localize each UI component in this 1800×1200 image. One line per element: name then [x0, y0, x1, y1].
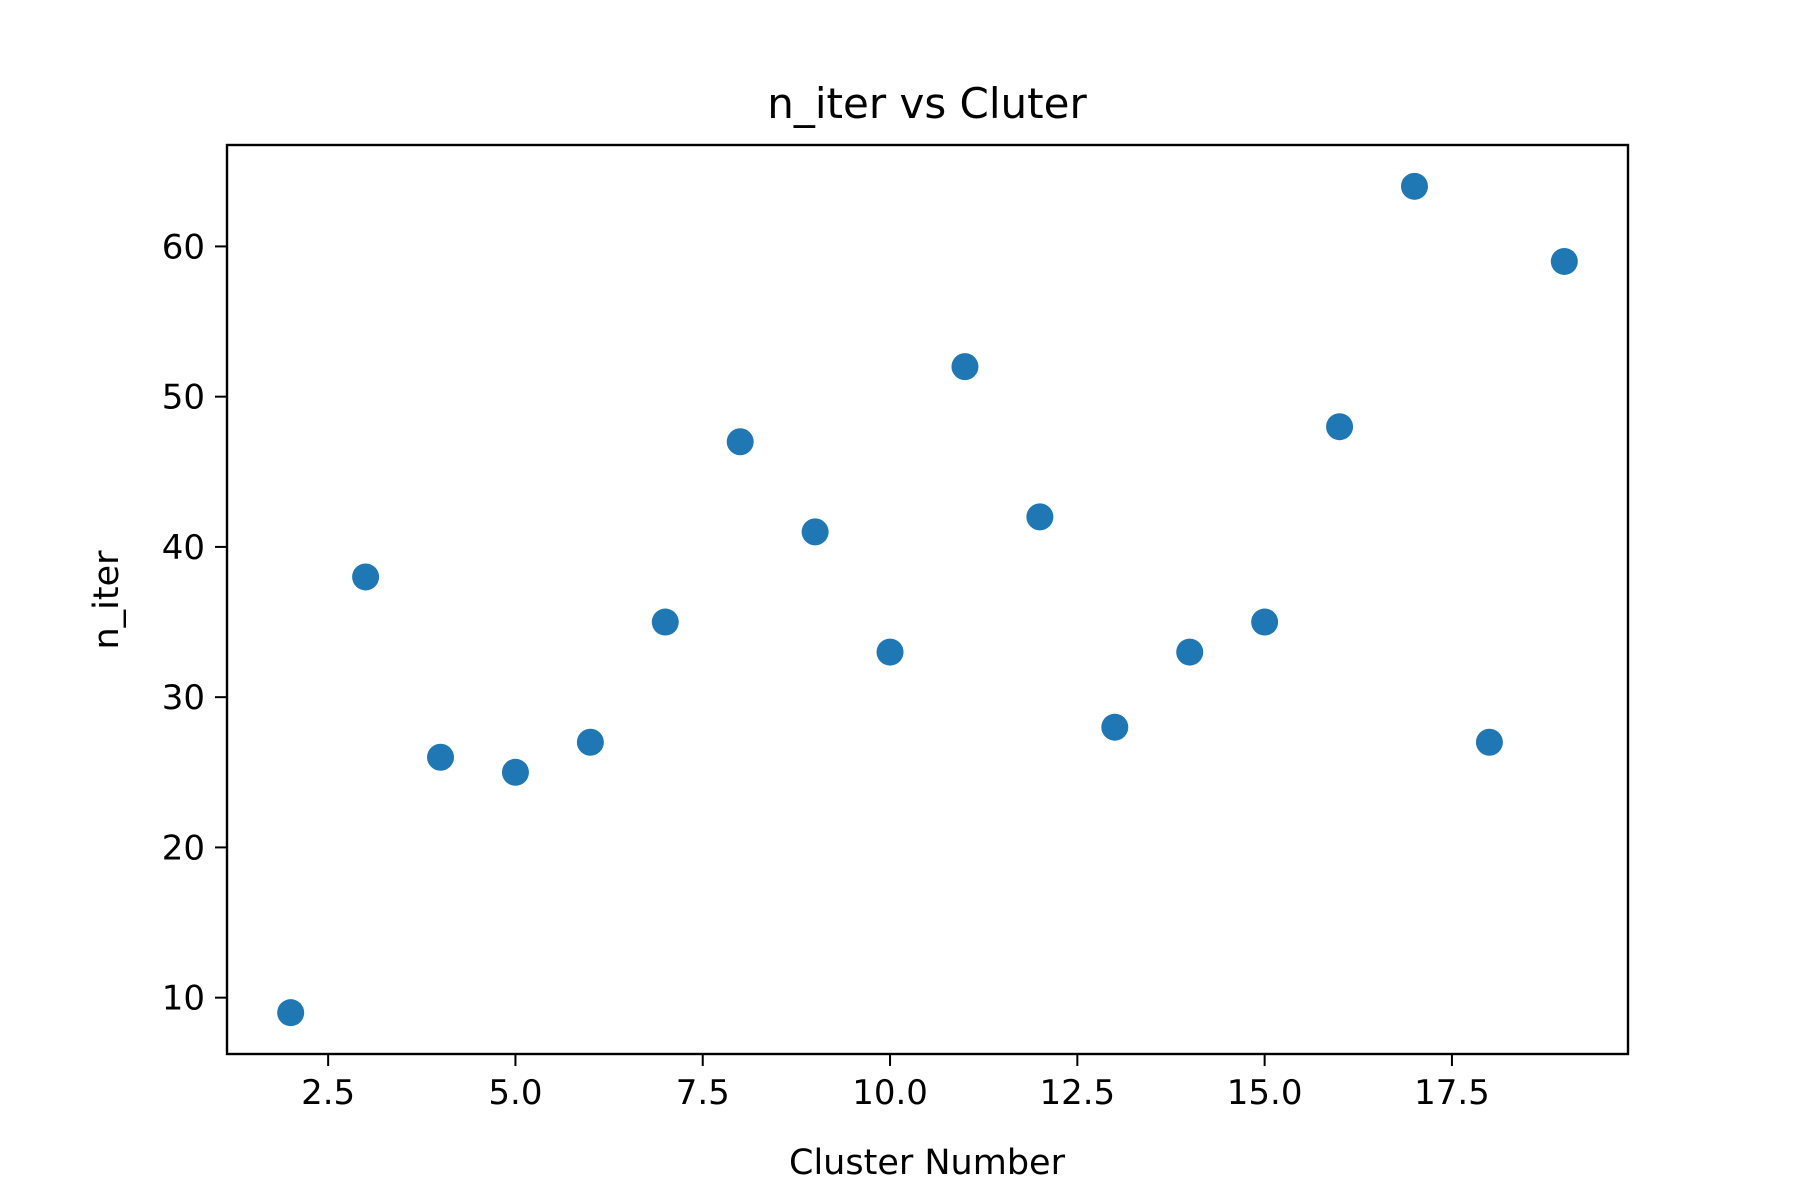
data-point	[1176, 638, 1204, 666]
x-tick-label: 7.5	[676, 1073, 730, 1113]
data-point	[501, 758, 529, 786]
x-axis-label: Cluster Number	[789, 1143, 1066, 1183]
y-tick-label: 30	[162, 678, 205, 718]
data-point	[726, 428, 754, 456]
x-axis-ticks: 2.5 5.0 7.5 10.0 12.5 15.0 17.5	[301, 1054, 1490, 1113]
data-point	[576, 728, 604, 756]
x-tick-label: 15.0	[1227, 1073, 1303, 1113]
data-point	[352, 563, 380, 591]
y-axis-ticks: 10 20 30 40 50 60	[162, 227, 227, 1019]
y-tick-label: 40	[162, 528, 205, 568]
data-point	[1326, 413, 1354, 441]
y-tick-label: 60	[162, 227, 205, 267]
y-axis-label: n_iter	[87, 550, 127, 650]
x-tick-label: 5.0	[488, 1073, 542, 1113]
x-tick-label: 2.5	[301, 1073, 355, 1113]
data-point	[427, 743, 455, 771]
x-tick-label: 12.5	[1039, 1073, 1115, 1113]
data-point	[801, 518, 829, 546]
chart-title: n_iter vs Cluter	[767, 79, 1087, 128]
data-point	[1400, 172, 1428, 200]
data-point	[651, 608, 679, 636]
data-point	[951, 353, 979, 381]
y-tick-label: 50	[162, 378, 205, 418]
data-point	[277, 999, 305, 1027]
x-tick-label: 10.0	[852, 1073, 928, 1113]
y-tick-label: 10	[162, 979, 205, 1019]
data-point	[1101, 713, 1129, 741]
data-point	[876, 638, 904, 666]
data-point	[1251, 608, 1279, 636]
y-tick-label: 20	[162, 828, 205, 868]
data-point	[1550, 247, 1578, 275]
x-tick-label: 17.5	[1414, 1073, 1490, 1113]
data-point	[1026, 503, 1054, 531]
data-point	[1475, 728, 1503, 756]
plot-area-frame	[225, 143, 1630, 1056]
scatter-points	[277, 172, 1578, 1027]
